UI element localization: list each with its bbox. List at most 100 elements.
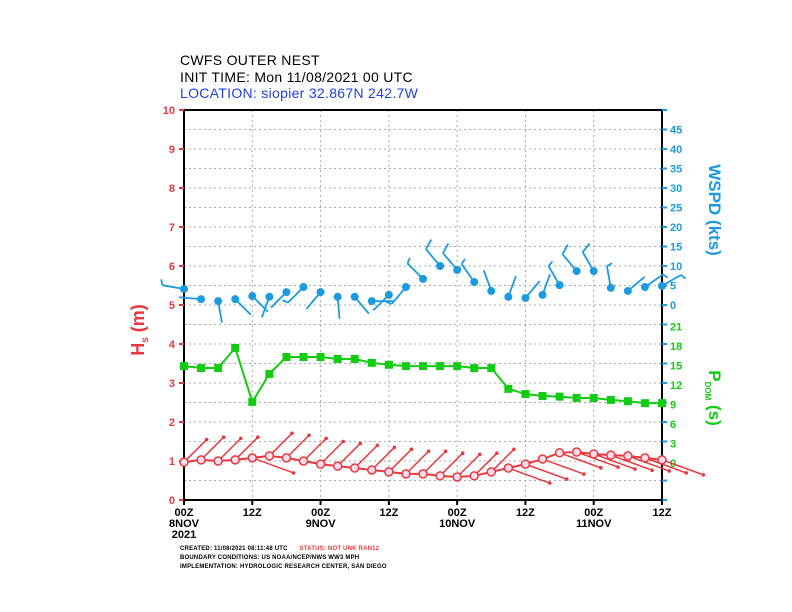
wspd-point (572, 267, 581, 276)
wspd-tick-label: 45 (670, 125, 682, 137)
period-point (538, 392, 547, 400)
hs-point (230, 455, 240, 465)
wspd-tick-label: 25 (670, 203, 682, 215)
left-tick-label: 10 (163, 105, 175, 117)
wspd-point (419, 274, 427, 283)
wspd-point (350, 292, 359, 301)
wspd-point (436, 262, 445, 270)
period-point (453, 362, 462, 371)
hs-point (332, 461, 343, 471)
hs-point (606, 450, 616, 460)
wave-arrow-head (582, 472, 586, 476)
left-tick-label: 2 (169, 417, 175, 429)
init-time: INIT TIME: Mon 11/08/2021 00 UTC (180, 69, 413, 85)
wave-direction-arrow (610, 454, 653, 471)
wspd-point (487, 286, 496, 295)
wave-arrow-head (633, 467, 637, 471)
x-tick-label: 00Z (448, 507, 467, 519)
left-tick-label: 7 (169, 222, 175, 234)
x-day-label: 11NOV (576, 518, 612, 530)
hs-point (588, 449, 599, 459)
wave-direction-arrow (644, 457, 687, 474)
x-day-label: 8NOV (169, 518, 200, 530)
wave-direction-arrow (200, 436, 225, 461)
wave-arrow-head (324, 436, 328, 441)
wave-direction-arrow (542, 458, 585, 475)
wind-barb-flag (460, 258, 466, 265)
period-point (197, 364, 206, 373)
status-text: STATUS: NOT UNK RAN12 (299, 546, 380, 552)
wave-direction-arrow (661, 459, 704, 476)
wave-arrow-head (256, 435, 260, 440)
created-text: CREATED: 11/08/2021 08:11:48 UTC (180, 546, 288, 552)
period-tick-label: 12 (670, 380, 682, 392)
wspd-point (197, 295, 206, 304)
hs-point (298, 456, 309, 466)
wave-direction-arrow (593, 453, 636, 470)
hs-point (571, 447, 582, 457)
wave-direction-arrow (559, 452, 602, 469)
created-line: CREATED: 11/08/2021 08:11:48 UTC STATUS:… (180, 546, 379, 552)
wspd-point (453, 265, 462, 274)
wspd-point (640, 283, 649, 292)
hs-point (349, 463, 360, 473)
wind-barb-flag (385, 301, 393, 305)
wind-barb-flag (582, 242, 591, 253)
wave-direction-arrow (525, 463, 568, 480)
wind-barb-flag (406, 257, 411, 264)
left-tick-label: 8 (169, 183, 175, 195)
wspd-tick-label: 40 (670, 144, 682, 156)
wave-direction-arrow (302, 437, 327, 462)
hs-point (179, 457, 189, 467)
period-tick-label: 18 (670, 341, 682, 353)
wspd-point (555, 281, 564, 290)
hs-point (623, 451, 633, 461)
wave-direction-arrow (320, 440, 344, 465)
wspd-point (504, 292, 513, 301)
wspd-point (333, 292, 342, 301)
wspd-point (538, 290, 547, 299)
period-point (487, 364, 496, 373)
left-tick-label: 1 (169, 456, 175, 468)
wave-arrow-head (375, 443, 380, 448)
wave-direction-arrow (285, 434, 310, 459)
wave-arrow-head (392, 445, 397, 450)
wave-arrow-head (409, 447, 414, 452)
period-point (299, 353, 308, 361)
period-point (504, 384, 513, 393)
wspd-point (623, 286, 632, 295)
period-point (555, 392, 564, 401)
period-point (589, 393, 598, 402)
period-point (316, 353, 325, 361)
wave-direction-arrow (439, 452, 464, 477)
wave-arrow-head (307, 433, 311, 438)
wave-arrow-head (495, 451, 499, 455)
wave-direction-arrow (388, 448, 413, 473)
hs-point (537, 454, 548, 464)
x-tick-label: 12Z (243, 507, 262, 519)
wave-arrow-head (477, 452, 482, 457)
wave-arrow-head (667, 469, 672, 473)
wspd-tick-label: 20 (670, 222, 682, 234)
period-point (521, 390, 530, 399)
wind-barb-flag (425, 239, 433, 250)
wspd-point (658, 281, 666, 290)
wspd-point (606, 283, 615, 292)
period-point (367, 358, 376, 367)
hs-point (435, 471, 445, 481)
wave-arrow-head (564, 477, 569, 481)
hs-point (657, 455, 667, 465)
hs-point (247, 453, 258, 463)
wave-direction-arrow (405, 450, 430, 475)
hs-point (264, 451, 275, 461)
wave-direction-arrow (183, 439, 208, 463)
period-point (333, 354, 342, 363)
location-label: LOCATION: siopier 32.867N 242.7W (180, 85, 419, 101)
period-point (282, 353, 291, 361)
period-axis-label: PDOM (s) (703, 370, 724, 426)
wave-arrow-head (650, 468, 654, 472)
hs-point (315, 459, 326, 469)
wave-direction-arrow (234, 436, 259, 461)
hs-point (503, 463, 514, 473)
